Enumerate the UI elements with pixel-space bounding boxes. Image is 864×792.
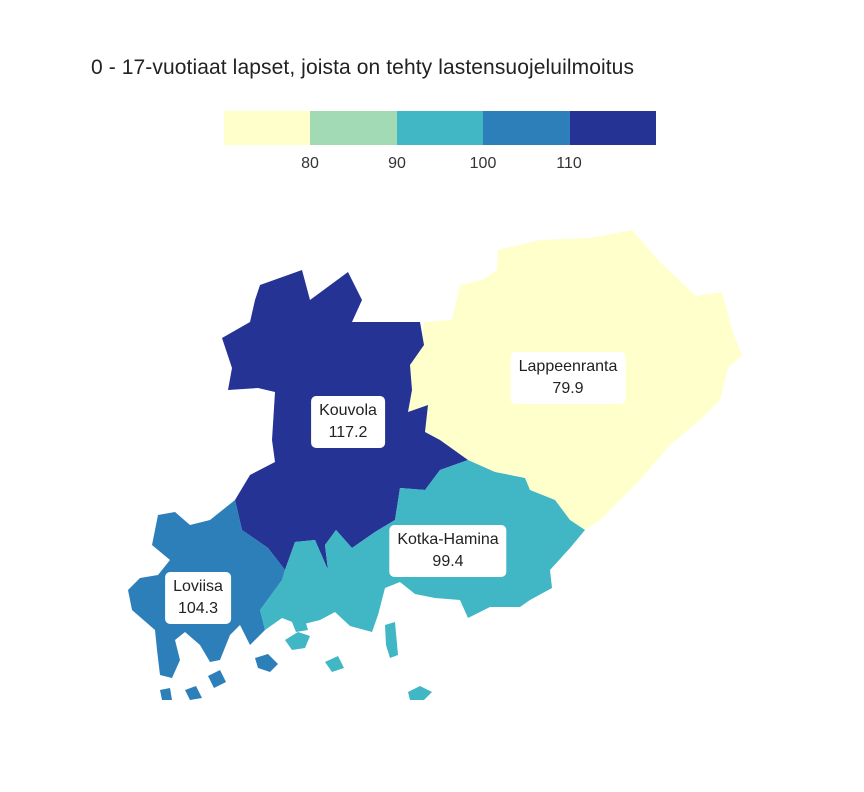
label-lappeenranta-name: Lappeenranta <box>518 358 618 375</box>
legend-tick-80: 80 <box>301 155 319 172</box>
label-kouvola-name: Kouvola <box>319 402 377 419</box>
label-lappeenranta: Lappeenranta 79.9 <box>510 352 626 404</box>
color-legend <box>224 111 657 147</box>
label-kotka-hamina-value: 99.4 <box>432 553 464 570</box>
islands-kotka-hamina <box>285 620 432 700</box>
map-title: 0 - 17-vuotiaat lapset, joista on tehty … <box>91 56 635 79</box>
legend-swatch-3 <box>396 111 484 145</box>
label-lappeenranta-value: 79.9 <box>552 380 584 397</box>
legend-swatch-5 <box>569 111 657 145</box>
label-kotka-hamina: Kotka-Hamina 99.4 <box>389 525 507 577</box>
label-loviisa: Loviisa 104.3 <box>165 572 231 624</box>
legend-swatch-4 <box>483 111 570 145</box>
legend-tick-90: 90 <box>388 155 406 172</box>
islands-loviisa <box>160 654 278 700</box>
label-loviisa-value: 104.3 <box>177 600 219 617</box>
label-loviisa-name: Loviisa <box>173 578 223 595</box>
legend-swatch-1 <box>224 111 311 145</box>
legend-tick-110: 110 <box>556 155 582 172</box>
label-kouvola: Kouvola 117.2 <box>311 396 385 448</box>
legend-swatch-2 <box>310 111 397 145</box>
label-kouvola-value: 117.2 <box>328 424 368 441</box>
legend-tick-100: 100 <box>469 155 497 172</box>
label-kotka-hamina-name: Kotka-Hamina <box>397 531 499 548</box>
